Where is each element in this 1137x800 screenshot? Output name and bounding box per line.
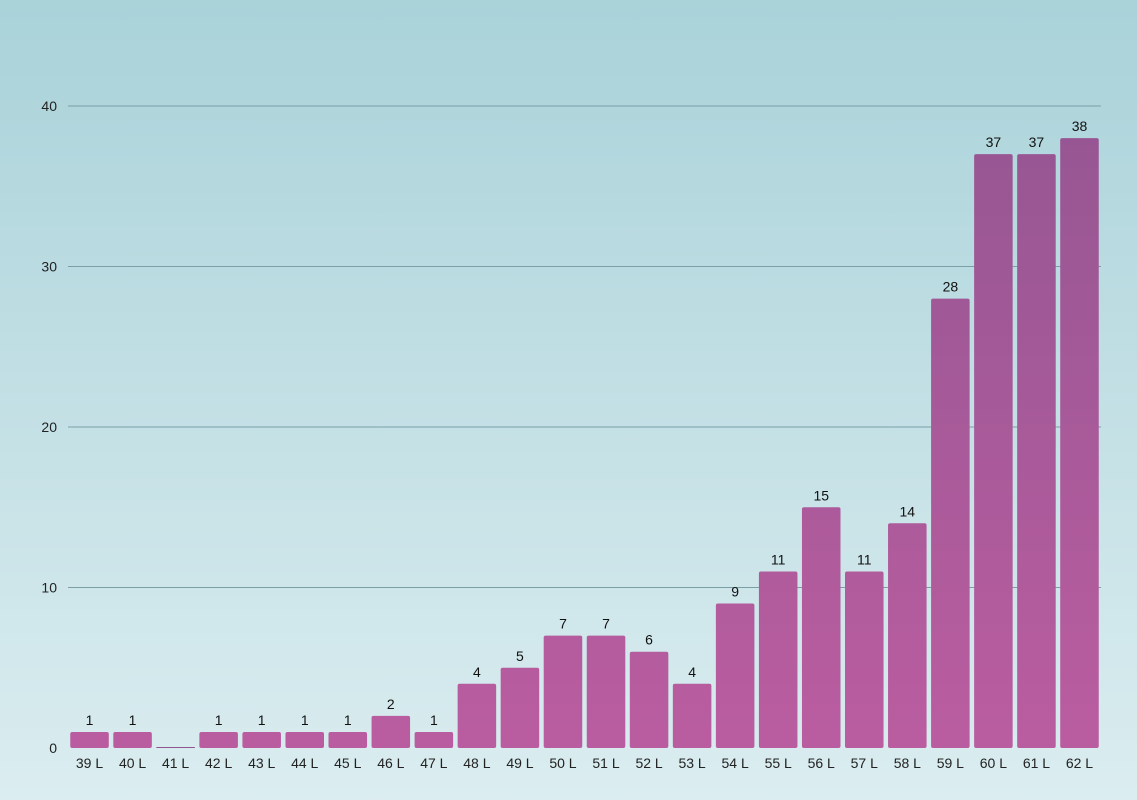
y-tick-label: 30 [41,259,57,275]
y-tick-label: 0 [49,740,57,756]
x-category-label: 49 L [506,755,533,771]
bar-value-label: 7 [559,616,567,632]
x-category-label: 60 L [980,755,1007,771]
bar-value-label: 28 [943,279,959,295]
bar-value-label: 1 [129,712,137,728]
x-category-label: 52 L [635,755,662,771]
bar [242,731,281,748]
bar-value-label: 37 [986,134,1002,150]
x-category-label: 43 L [248,755,275,771]
gridlines [68,105,1101,588]
bar [543,635,583,748]
bar [1060,138,1099,749]
bar-value-label: 1 [86,712,94,728]
x-axis-labels: 39 L 40 L 41 L 42 L 43 L 44 L 45 L 46 L 47 L 48 L… [76,755,1093,771]
bar [974,154,1013,748]
x-category-label: 41 L [162,755,189,771]
x-category-label: 47 L [420,755,447,771]
x-category-label: 46 L [377,755,404,771]
x-category-label: 39 L [76,755,103,771]
bar-value-label: 14 [900,503,916,519]
y-axis-ticks: 0 10 20 30 40 [41,98,57,756]
bar-value-label: 1 [258,712,266,728]
bar [414,731,454,748]
x-category-label: 56 L [808,755,835,771]
bar-value-label: 2 [387,696,395,712]
x-category-label: 51 L [592,755,619,771]
x-category-label: 62 L [1066,755,1093,771]
bar [888,523,927,748]
bar-value-label: 37 [1029,134,1045,150]
bar [801,507,841,748]
x-category-label: 42 L [205,755,232,771]
bar [457,683,497,748]
y-tick-label: 40 [41,98,57,114]
x-category-label: 58 L [894,755,921,771]
bar [758,571,798,748]
bar-value-label: 38 [1072,118,1088,134]
bar [586,635,626,748]
bar-value-label: 4 [688,664,696,680]
x-category-label: 50 L [549,755,576,771]
bar [70,731,109,748]
bar [371,715,411,748]
bars [70,138,1099,749]
x-category-label: 53 L [678,755,705,771]
bar [1017,154,1056,748]
x-category-label: 59 L [937,755,964,771]
bar [672,683,712,748]
bar [629,651,669,748]
bar-value-label: 11 [771,551,786,567]
bar-value-label: 7 [602,616,610,632]
bar-value-label: 15 [813,487,829,503]
x-category-label: 54 L [722,755,749,771]
bar [500,667,540,748]
bar-value-label: 1 [215,712,223,728]
x-category-label: 48 L [463,755,490,771]
x-category-label: 40 L [119,755,146,771]
bar-value-label: 11 [857,551,872,567]
bar-value-label: 1 [344,712,352,728]
bar-value-label: 1 [430,712,438,728]
bar [113,731,152,748]
x-category-label: 45 L [334,755,361,771]
bar-value-label: 6 [645,632,653,648]
bar [199,731,238,748]
bar [715,603,755,748]
bar [328,731,368,748]
y-tick-label: 10 [41,580,57,596]
x-category-label: 57 L [851,755,878,771]
bar [845,571,884,748]
bar [285,731,324,748]
bar [931,298,970,748]
bar-value-label: 4 [473,664,481,680]
x-category-label: 61 L [1023,755,1050,771]
bar-value-label: 5 [516,648,524,664]
bar-value-label: 1 [301,712,309,728]
x-category-label: 55 L [765,755,792,771]
bar-value-label: 9 [731,584,739,600]
y-tick-label: 20 [41,419,57,435]
x-category-label: 44 L [291,755,318,771]
